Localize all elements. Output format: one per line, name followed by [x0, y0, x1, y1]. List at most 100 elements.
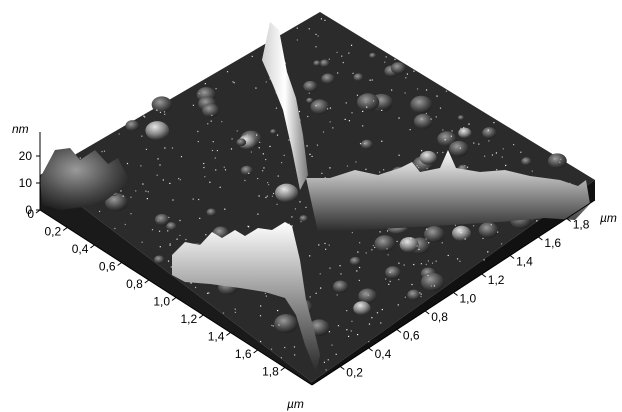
- surface-speckle: [403, 264, 405, 266]
- surface-speckle: [151, 229, 154, 231]
- surface-speckle: [211, 149, 214, 152]
- surface-speckle: [259, 315, 262, 317]
- surface-speckle: [358, 279, 360, 282]
- surface-speckle: [460, 232, 462, 234]
- right-tick-mark: [368, 347, 373, 352]
- surface-speckle: [103, 150, 106, 152]
- surface-speckle: [247, 225, 249, 227]
- surface-speckle: [124, 223, 126, 226]
- surface-speckle: [374, 246, 376, 249]
- surface-speckle: [553, 158, 555, 160]
- surface-speckle: [426, 228, 428, 230]
- surface-speckle: [294, 208, 297, 210]
- surface-speckle: [278, 324, 280, 326]
- surface-speckle: [280, 357, 282, 359]
- surface-speckle: [275, 107, 278, 109]
- surface-speckle: [428, 242, 430, 244]
- surface-speckle: [404, 296, 406, 298]
- z-tick-label: 10: [19, 176, 33, 190]
- surface-speckle: [323, 361, 326, 363]
- surface-speckle: [459, 147, 461, 149]
- surface-grain: [353, 73, 364, 82]
- surface-speckle: [431, 262, 434, 264]
- surface-speckle: [342, 61, 344, 64]
- surface-speckle: [147, 191, 149, 193]
- surface-grain: [236, 138, 247, 147]
- left-tick-label: 1,2: [181, 312, 198, 326]
- surface-grain: [310, 99, 330, 115]
- surface-speckle: [168, 216, 170, 219]
- surface-speckle: [380, 322, 382, 324]
- surface-speckle: [402, 238, 405, 240]
- surface-speckle: [387, 254, 389, 256]
- surface-speckle: [385, 56, 387, 58]
- surface-speckle: [497, 231, 499, 233]
- surface-grain: [449, 140, 469, 157]
- surface-speckle: [371, 249, 373, 251]
- surface-speckle: [143, 115, 145, 117]
- surface-grain: [547, 153, 567, 169]
- surface-speckle: [224, 169, 227, 171]
- surface-speckle: [439, 107, 442, 109]
- surface-speckle: [459, 260, 461, 262]
- z-tick-label: 20: [19, 149, 33, 163]
- surface-speckle: [473, 142, 475, 144]
- surface-speckle: [464, 165, 466, 167]
- surface-speckle: [258, 147, 260, 149]
- left-axis-unit: µm: [287, 397, 304, 411]
- surface-speckle: [156, 174, 158, 176]
- surface-speckle: [266, 181, 269, 184]
- surface-speckle: [298, 110, 301, 113]
- surface-speckle: [300, 221, 302, 223]
- surface-speckle: [421, 150, 423, 152]
- surface-speckle: [142, 183, 144, 185]
- surface-speckle: [320, 18, 323, 20]
- surface-speckle: [427, 260, 429, 262]
- surface-grain: [356, 93, 380, 112]
- surface-speckle: [320, 287, 322, 289]
- surface-speckle: [386, 248, 388, 250]
- surface-speckle: [441, 242, 443, 244]
- surface-speckle: [324, 177, 326, 179]
- surface-speckle: [262, 170, 264, 172]
- surface-speckle: [315, 105, 317, 107]
- surface-speckle: [257, 177, 259, 180]
- surface-grain: [437, 131, 457, 147]
- surface-grain: [385, 266, 401, 279]
- surface-speckle: [221, 121, 223, 123]
- surface-speckle: [171, 147, 174, 149]
- right-tick-label: 1,4: [516, 255, 533, 269]
- left-tick-mark: [90, 244, 95, 249]
- left-tick-label: 0: [27, 207, 34, 221]
- surface-speckle: [344, 118, 346, 121]
- right-tick-mark: [339, 366, 345, 370]
- surface-speckle: [159, 246, 161, 248]
- surface-speckle: [226, 71, 229, 73]
- surface-grain: [521, 157, 532, 166]
- surface-speckle: [356, 270, 358, 272]
- surface-speckle: [215, 169, 217, 171]
- surface-speckle: [199, 217, 201, 219]
- surface-grain: [407, 289, 421, 301]
- surface-speckle: [179, 234, 181, 236]
- surface-grain: [423, 226, 445, 243]
- surface-speckle: [205, 234, 207, 236]
- surface-speckle: [536, 220, 538, 222]
- surface-speckle: [159, 111, 162, 113]
- surface-speckle: [351, 320, 353, 322]
- surface-speckle: [397, 304, 399, 306]
- surface-speckle: [413, 70, 415, 72]
- surface-speckle: [351, 112, 353, 114]
- surface-speckle: [277, 175, 279, 177]
- surface-grain: [353, 301, 371, 316]
- surface-speckle: [194, 286, 197, 289]
- surface-speckle: [246, 134, 248, 136]
- surface-speckle: [214, 157, 216, 159]
- surface-speckle: [366, 106, 368, 108]
- surface-speckle: [435, 260, 437, 262]
- surface-speckle: [141, 241, 143, 243]
- surface-speckle: [280, 162, 283, 164]
- surface-speckle: [356, 94, 359, 96]
- surface-speckle: [466, 166, 469, 168]
- left-tick-label: 1,6: [235, 347, 252, 361]
